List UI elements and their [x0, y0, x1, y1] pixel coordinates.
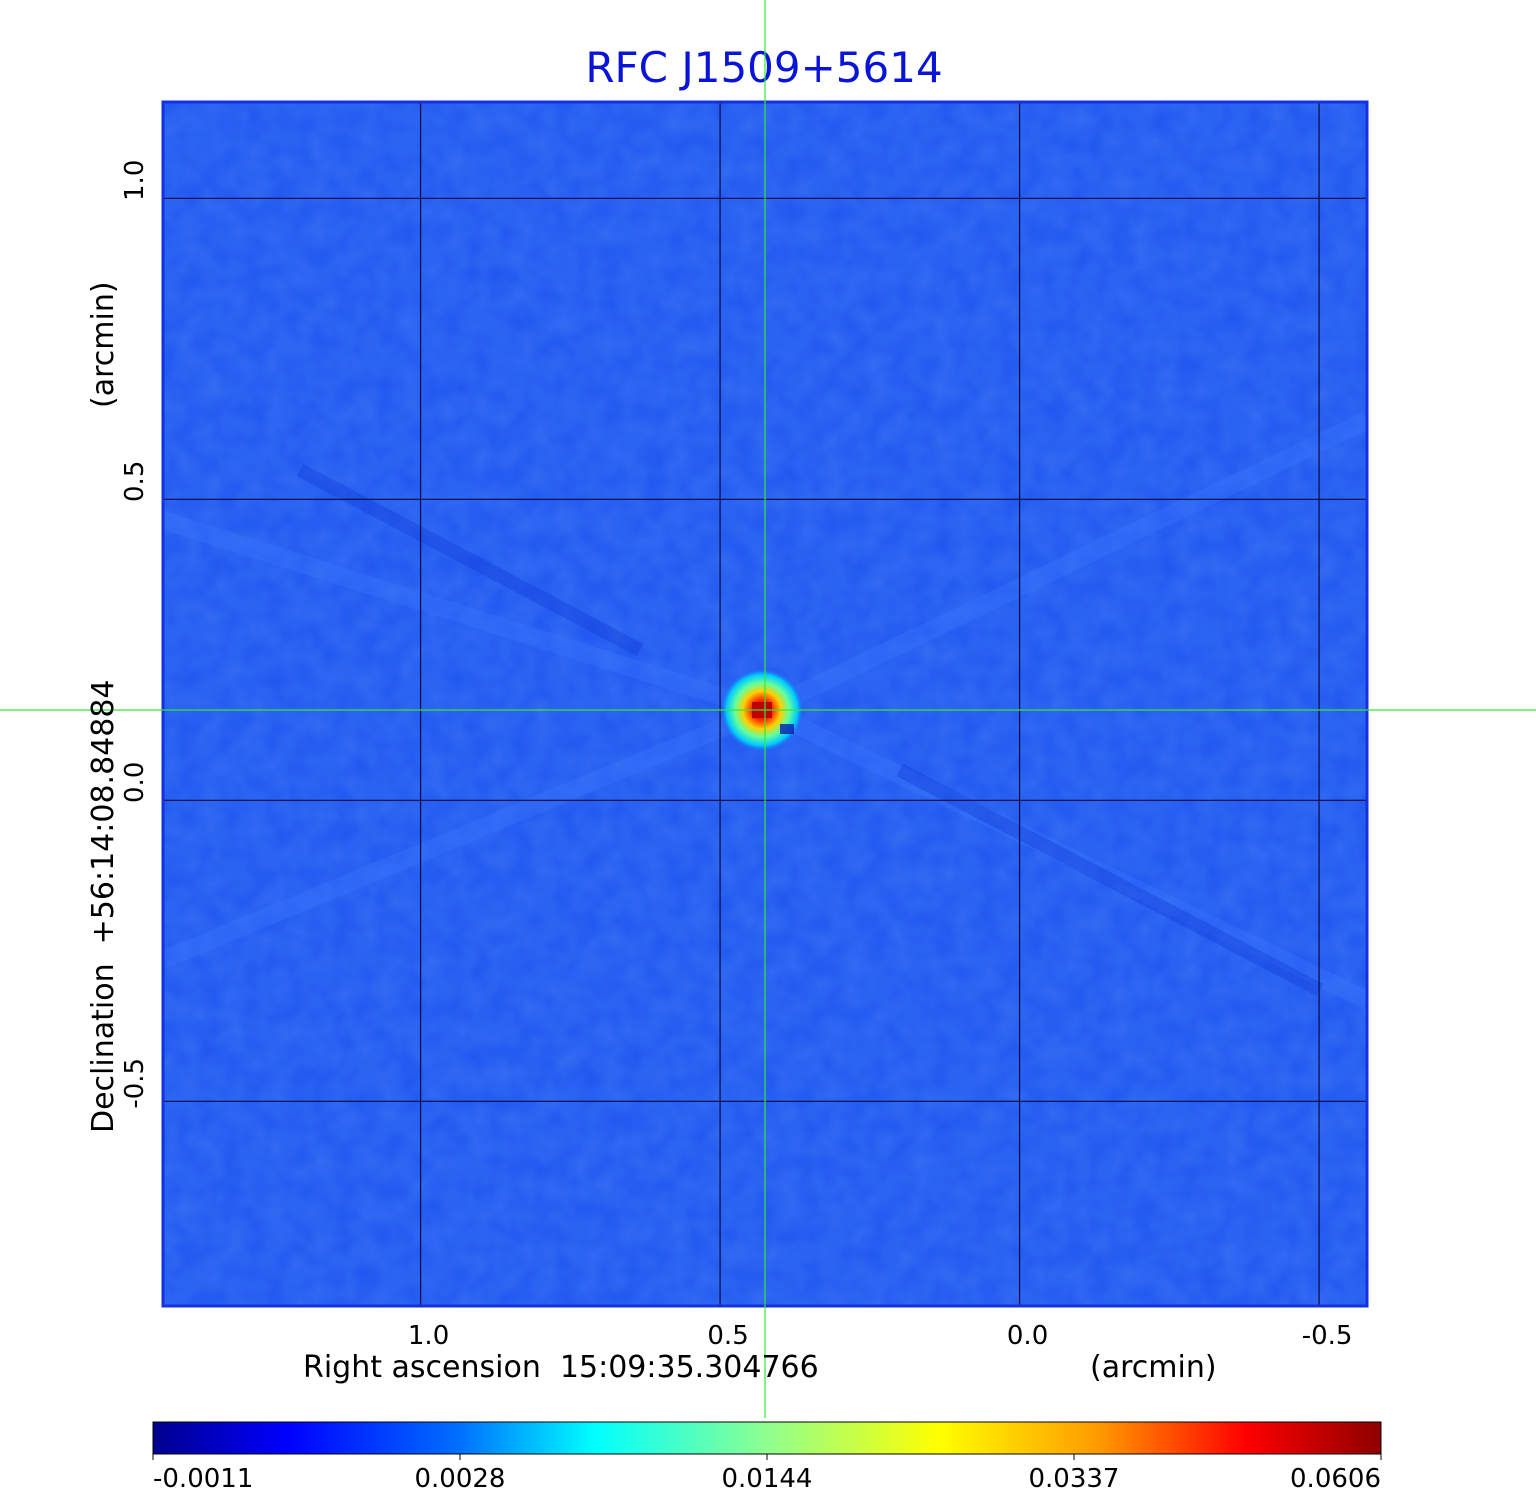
sidelobe-streaks — [163, 411, 1367, 1009]
colorbar-tick-label-2: 0.0144 — [722, 1464, 813, 1494]
y-tick-label-1: 0.5 — [120, 461, 150, 502]
y-tick-labels: 1.0 0.5 0.0 -0.5 — [120, 160, 150, 1109]
y-tick-label-2: 0.0 — [120, 762, 150, 803]
x-tick-label-2: 0.0 — [1007, 1321, 1048, 1351]
y-tick-label-3: -0.5 — [120, 1058, 150, 1109]
x-tick-label-3: -0.5 — [1302, 1321, 1353, 1351]
crosshair — [0, 0, 1536, 1418]
y-axis-label: Declination +56:14:08.84884 — [86, 679, 121, 1133]
colorbar-tick-label-4: 0.0606 — [1290, 1464, 1381, 1494]
colorbar-tick-label-0: -0.0011 — [153, 1464, 253, 1494]
x-tick-labels: 1.0 0.5 0.0 -0.5 — [408, 1321, 1353, 1351]
x-tick-label-0: 1.0 — [408, 1321, 449, 1351]
chart-title: RFC J1509+5614 — [585, 43, 942, 92]
colorbar-tick-labels: -0.0011 0.0028 0.0144 0.0337 0.0606 — [152, 1454, 1382, 1494]
x-tick-label-1: 0.5 — [707, 1321, 748, 1351]
x-axis-label: Right ascension 15:09:35.304766 — [303, 1350, 819, 1385]
source-negative-lobe — [780, 724, 795, 735]
y-tick-label-0: 1.0 — [120, 160, 150, 201]
colorbar-tick-label-1: 0.0028 — [415, 1464, 506, 1494]
colorbar-tick-label-3: 0.0337 — [1029, 1464, 1120, 1494]
colorbar — [152, 1421, 1382, 1455]
x-axis-unit: (arcmin) — [1090, 1350, 1217, 1385]
y-axis-unit: (arcmin) — [86, 281, 121, 408]
